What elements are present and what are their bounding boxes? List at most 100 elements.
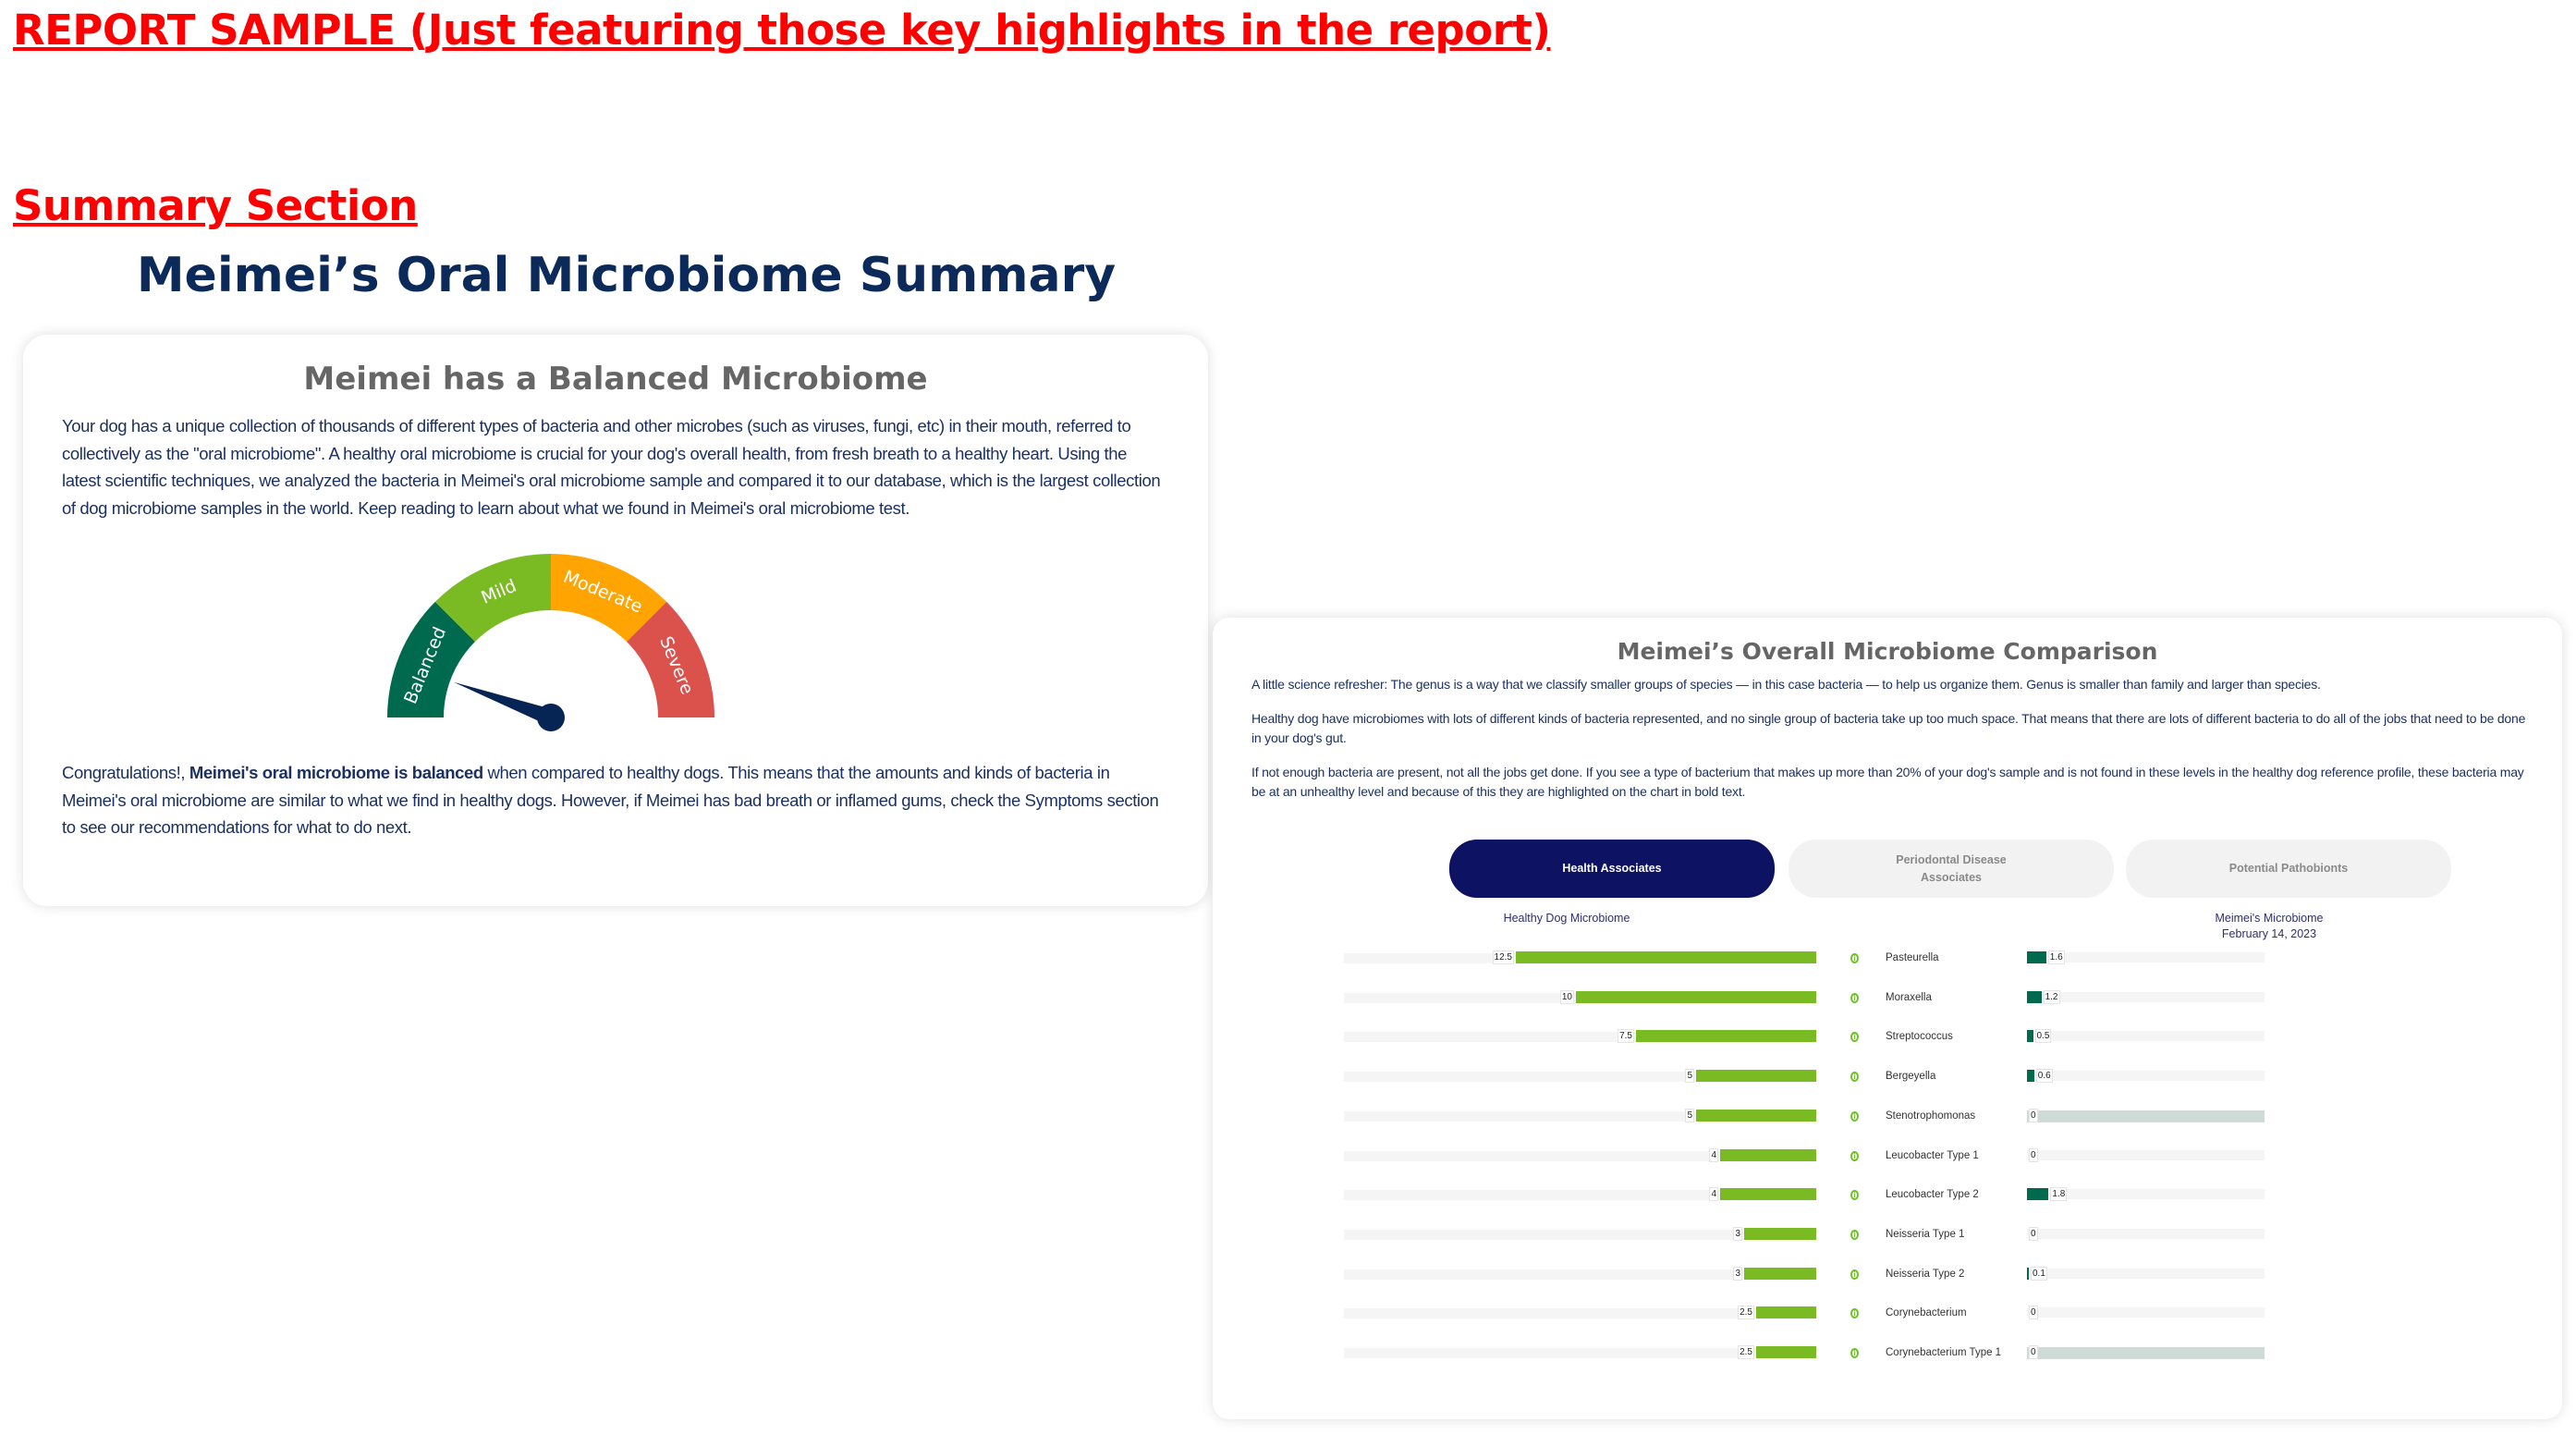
summary-congrats: Congratulations!, Meimei's oral microbio… xyxy=(62,759,1169,841)
bacteria-name: Corynebacterium xyxy=(1886,1307,1967,1319)
meimei-value: 0 xyxy=(2029,1226,2038,1241)
meimei-bar xyxy=(2027,1188,2049,1201)
healthy-bar xyxy=(1576,990,1816,1003)
bacteria-name: Pasteurella xyxy=(1886,952,1939,963)
healthy-bar xyxy=(1720,1188,1816,1201)
tab-periodontal-disease-associates[interactable]: Periodontal Disease Associates xyxy=(1789,840,2114,898)
meimei-track xyxy=(2027,952,2265,963)
info-circle-icon[interactable]: i xyxy=(1850,1190,1859,1201)
meimei-value: 0 xyxy=(2029,1345,2038,1359)
healthy-bar xyxy=(1516,951,1816,963)
meimei-track xyxy=(2027,1228,2265,1239)
section-title: Summary Section xyxy=(13,181,418,230)
meimei-value: 1.8 xyxy=(2050,1187,2068,1202)
meimei-value: 0.5 xyxy=(2034,1029,2052,1044)
info-circle-icon[interactable]: i xyxy=(1850,953,1859,963)
congrats-bold: Meimei's oral microbiome is balanced xyxy=(189,763,483,782)
bacteria-name: Leucobacter Type 2 xyxy=(1886,1189,1979,1201)
gauge-segment-balanced xyxy=(387,601,475,717)
meimei-bar xyxy=(2027,1070,2034,1083)
info-circle-icon[interactable]: i xyxy=(1850,1110,1859,1122)
healthy-value: 12.5 xyxy=(1492,950,1514,964)
bacteria-name: Bergeyella xyxy=(1886,1071,1936,1083)
healthy-dog-label: Healthy Dog Microbiome xyxy=(1503,912,1630,925)
meimei-bar xyxy=(2027,951,2046,963)
meimei-track xyxy=(2027,1268,2265,1279)
meimei-value: 0 xyxy=(2029,1108,2038,1122)
healthy-track xyxy=(1344,1110,1816,1122)
comparison-description: A little science refresher: The genus is… xyxy=(1251,675,2536,816)
meimei-bar xyxy=(2027,990,2042,1003)
bacteria-name: Leucobacter Type 1 xyxy=(1886,1149,1979,1161)
healthy-track xyxy=(1344,1269,1816,1280)
healthy-bar xyxy=(1744,1227,1816,1240)
summary-card: Meimei has a Balanced Microbiome Your do… xyxy=(23,335,1208,906)
gauge-needle xyxy=(453,681,555,726)
info-circle-icon[interactable]: i xyxy=(1850,1032,1859,1043)
description-paragraph: A little science refresher: The genus is… xyxy=(1251,677,2321,692)
bacteria-name: Stenotrophomonas xyxy=(1886,1110,1976,1122)
meimei-value: 1.2 xyxy=(2043,989,2060,1004)
bacteria-name: Moraxella xyxy=(1886,991,1932,1003)
summary-card-title: Meimei has a Balanced Microbiome xyxy=(303,361,928,398)
healthy-track xyxy=(1344,1348,1816,1358)
meimei-track xyxy=(2027,1031,2265,1042)
healthy-value: 4 xyxy=(1709,1187,1718,1202)
healthy-bar xyxy=(1636,1030,1816,1043)
healthy-value: 5 xyxy=(1685,1069,1694,1084)
info-circle-icon[interactable]: i xyxy=(1850,1269,1859,1280)
meimei-value: 0 xyxy=(2029,1306,2038,1320)
report-sample-banner: REPORT SAMPLE (Just featuring those key … xyxy=(13,6,1551,55)
bacteria-name: Corynebacterium Type 1 xyxy=(1886,1347,2002,1358)
info-circle-icon[interactable]: i xyxy=(1850,1308,1859,1319)
meimei-bar xyxy=(2027,1267,2029,1280)
tab-potential-pathobionts[interactable]: Potential Pathobionts xyxy=(2126,840,2451,898)
gauge-segment-severe xyxy=(627,601,714,717)
healthy-bar xyxy=(1696,1070,1816,1083)
page-title: Meimei’s Oral Microbiome Summary xyxy=(136,248,1117,303)
meimei-track xyxy=(2027,991,2265,1002)
summary-intro: Your dog has a unique collection of thou… xyxy=(62,416,1161,518)
healthy-track xyxy=(1344,1308,1816,1319)
healthy-track xyxy=(1344,1229,1816,1240)
info-circle-icon[interactable]: i xyxy=(1850,1072,1859,1083)
bacteria-name: Neisseria Type 1 xyxy=(1886,1228,1965,1240)
sample-date: February 14, 2023 xyxy=(2221,927,2317,940)
info-circle-icon[interactable]: i xyxy=(1850,1348,1859,1358)
healthy-value: 5 xyxy=(1685,1108,1694,1122)
healthy-value: 2.5 xyxy=(1738,1345,1754,1359)
info-circle-icon[interactable]: i xyxy=(1850,1229,1859,1240)
meimei-label: Meimei's Microbiome xyxy=(2215,912,2324,925)
meimei-bar xyxy=(2027,1030,2033,1043)
comparison-card: Meimei’s Overall Microbiome Comparison A… xyxy=(1213,618,2562,1419)
gauge-segment-mild xyxy=(434,554,551,642)
healthy-track xyxy=(1344,1072,1816,1083)
healthy-value: 7.5 xyxy=(1618,1029,1634,1044)
meimei-value: 1.6 xyxy=(2047,950,2065,964)
meimei-track xyxy=(2027,1110,2265,1122)
description-paragraph: If not enough bacteria are present, not … xyxy=(1251,765,2524,799)
comparison-title: Meimei’s Overall Microbiome Comparison xyxy=(1617,638,2158,665)
congrats-rest: when compared to healthy dogs. This mean… xyxy=(62,763,1159,837)
healthy-value: 3 xyxy=(1733,1226,1742,1241)
healthy-track xyxy=(1344,1032,1816,1043)
info-circle-icon[interactable]: i xyxy=(1850,1150,1859,1161)
meimei-value: 0 xyxy=(2029,1147,2038,1162)
healthy-track xyxy=(1344,1150,1816,1161)
meimei-track xyxy=(2027,1071,2265,1082)
healthy-bar xyxy=(1756,1306,1816,1319)
healthy-bar xyxy=(1744,1267,1816,1280)
healthy-value: 2.5 xyxy=(1738,1306,1754,1320)
info-circle-icon[interactable]: i xyxy=(1850,992,1859,1003)
congrats-prefix: Congratulations!, xyxy=(62,763,189,782)
meimei-track xyxy=(2027,1307,2265,1318)
description-paragraph: Healthy dog have microbiomes with lots o… xyxy=(1251,711,2526,745)
gauge-container: Balanced Mild Moderate Severe xyxy=(62,533,1169,741)
healthy-bar xyxy=(1756,1346,1816,1358)
bacteria-name: Neisseria Type 2 xyxy=(1886,1268,1965,1280)
healthy-value: 3 xyxy=(1733,1266,1742,1281)
gauge-hub xyxy=(537,704,565,731)
tab-health-associates[interactable]: Health Associates xyxy=(1449,840,1775,898)
meimei-value: 0.1 xyxy=(2031,1266,2047,1281)
